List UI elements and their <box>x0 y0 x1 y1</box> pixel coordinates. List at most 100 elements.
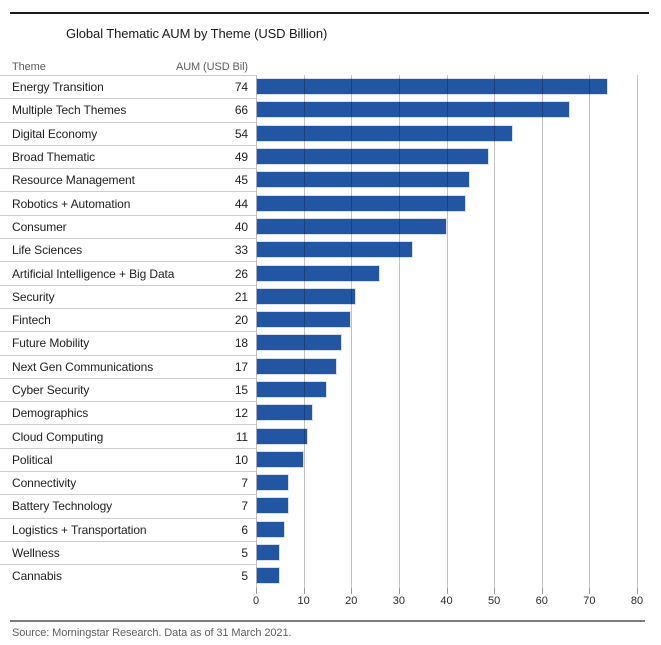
table-row-left: Life Sciences 33 <box>0 238 256 261</box>
table-row: Robotics + Automation 44 <box>0 191 661 214</box>
table-header: Theme AUM (USD Bil) <box>0 57 661 75</box>
bar-strip <box>256 355 638 378</box>
table-row: Security 21 <box>0 284 661 308</box>
table-row-left: Multiple Tech Themes 66 <box>0 98 256 121</box>
table-row-left: Logistics + Transportation 6 <box>0 517 256 541</box>
axis-tick <box>398 587 400 594</box>
table-row: Digital Economy 54 <box>0 121 661 145</box>
axis-tick <box>494 587 496 594</box>
aum-bar <box>256 357 337 375</box>
axis-tick-label: 30 <box>392 594 405 607</box>
theme-column-header: Theme <box>12 61 46 73</box>
aum-bar <box>256 287 356 305</box>
aum-bar <box>256 404 313 422</box>
bar-strip <box>256 308 638 331</box>
table-row-left: Resource Management 45 <box>0 168 256 191</box>
table-row-left: Wellness 5 <box>0 540 256 564</box>
theme-label: Cloud Computing <box>12 429 104 444</box>
aum-value: 12 <box>234 406 248 421</box>
theme-label: Life Sciences <box>12 243 83 258</box>
aum-bar <box>256 194 466 212</box>
table-row-left: Battery Technology 7 <box>0 494 256 517</box>
theme-label: Future Mobility <box>12 336 90 351</box>
aum-bar <box>256 427 308 445</box>
table-row: Cannabis 5 <box>0 564 661 587</box>
theme-label: Cyber Security <box>12 383 90 397</box>
theme-label: Next Gen Communications <box>12 359 154 374</box>
aum-value: 45 <box>234 173 248 188</box>
theme-label: Artificial Intelligence + Big Data <box>12 266 175 281</box>
bar-strip <box>256 424 638 447</box>
aum-bar <box>256 450 304 468</box>
aum-bar <box>256 567 280 585</box>
theme-label: Consumer <box>12 219 67 234</box>
table-row-left: Artificial Intelligence + Big Data 26 <box>0 261 256 284</box>
aum-bar <box>256 241 413 259</box>
table-row: Future Mobility 18 <box>0 331 661 354</box>
bar-strip <box>256 448 638 471</box>
table-row: Energy Transition 74 <box>0 75 661 98</box>
theme-label: Energy Transition <box>12 80 104 95</box>
theme-label: Connectivity <box>12 476 77 491</box>
theme-label: Cannabis <box>12 569 62 584</box>
theme-label: Political <box>12 452 53 467</box>
table-row: Multiple Tech Themes 66 <box>0 98 661 121</box>
theme-label: Logistics + Transportation <box>12 522 147 537</box>
theme-label: Demographics <box>12 406 89 421</box>
bar-strip <box>256 401 638 424</box>
axis-tick-label: 80 <box>630 594 644 607</box>
table-row-left: Demographics 12 <box>0 401 256 424</box>
bar-strip <box>256 471 638 494</box>
aum-bar <box>256 101 570 119</box>
table-row: Cyber Security 15 <box>0 377 661 401</box>
table-row: Battery Technology 7 <box>0 494 661 517</box>
bar-strip <box>256 564 638 587</box>
aum-value: 7 <box>241 476 248 491</box>
table-row: Artificial Intelligence + Big Data 26 <box>0 261 661 284</box>
bar-strip <box>256 75 638 98</box>
bar-strip <box>256 168 638 191</box>
axis-tick-label: 20 <box>345 594 358 607</box>
table-row: Wellness 5 <box>0 540 661 564</box>
axis-tick-label: 40 <box>440 594 453 607</box>
aum-bar <box>256 544 280 562</box>
axis-tick <box>256 587 257 594</box>
aum-value: 6 <box>241 522 248 537</box>
table-row: Cloud Computing 11 <box>0 424 661 447</box>
table-row-left: Consumer 40 <box>0 214 256 238</box>
aum-value: 10 <box>234 452 248 467</box>
table-row-left: Broad Thematic 49 <box>0 144 256 168</box>
theme-label: Robotics + Automation <box>12 196 131 211</box>
axis-tick-label: 10 <box>297 594 310 607</box>
theme-label: Security <box>12 289 55 304</box>
table-row-left: Cannabis 5 <box>0 564 256 587</box>
aum-bar <box>256 520 285 538</box>
aum-value: 17 <box>234 359 248 374</box>
axis-tick-label: 70 <box>583 594 596 607</box>
bar-strip <box>256 238 638 261</box>
aum-value: 5 <box>241 569 248 584</box>
bar-strip <box>256 215 638 238</box>
table-row-left: Security 21 <box>0 284 256 308</box>
table-row-left: Political 10 <box>0 447 256 471</box>
table-row-left: Cyber Security 15 <box>0 377 256 401</box>
aum-value: 26 <box>234 266 248 281</box>
aum-value: 33 <box>234 243 248 258</box>
table-row: Consumer 40 <box>0 214 661 238</box>
aum-value: 20 <box>234 313 248 328</box>
theme-label: Digital Economy <box>12 126 98 141</box>
axis-tick <box>589 587 591 594</box>
aum-value: 54 <box>234 126 248 141</box>
axis-tick-label: 0 <box>252 594 260 607</box>
theme-label: Multiple Tech Themes <box>12 103 127 118</box>
bar-strip <box>256 378 638 401</box>
aum-value: 11 <box>235 429 248 444</box>
axis-tick-label: 50 <box>488 594 501 607</box>
table-row: Broad Thematic 49 <box>0 144 661 168</box>
bar-strip <box>256 122 638 145</box>
aum-value: 44 <box>234 196 248 211</box>
aum-bar <box>256 381 327 398</box>
bar-strip <box>256 145 638 168</box>
table-row: Next Gen Communications 17 <box>0 354 661 378</box>
